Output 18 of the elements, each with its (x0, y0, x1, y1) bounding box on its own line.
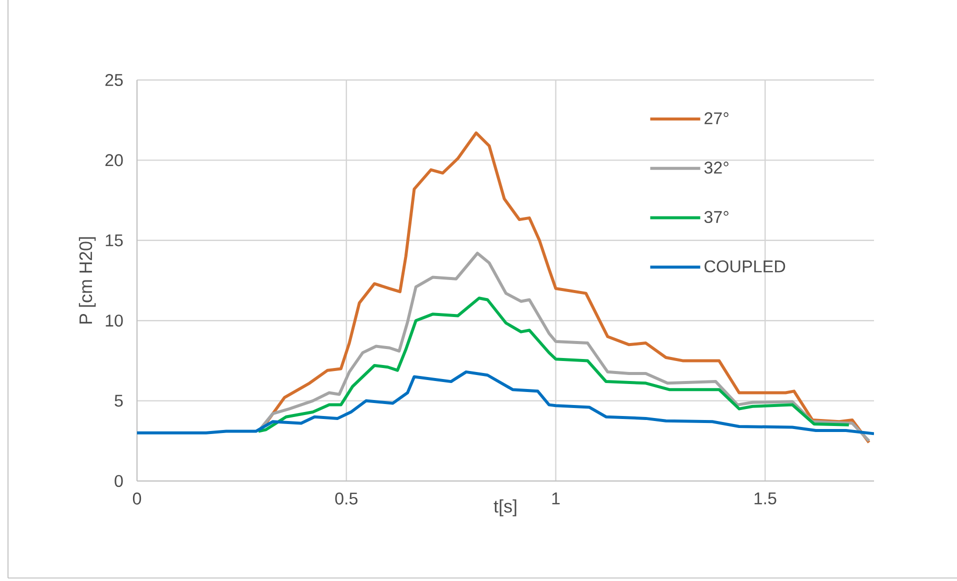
x-tick-label: 1 (552, 492, 560, 504)
y-tick-label: 0 (114, 474, 123, 488)
line-series (256, 296, 850, 433)
legend-label: 27° (704, 112, 728, 124)
y-tick-label: 20 (105, 154, 123, 166)
y-tick-label: 10 (106, 314, 123, 327)
legend-label: 32° (704, 162, 728, 174)
x-axis-title: t[s] (494, 499, 516, 516)
legend-label: 37° (704, 211, 728, 224)
line-series (137, 370, 874, 436)
x-tick-label: 1.5 (754, 492, 776, 504)
x-tick-label: 0 (132, 492, 142, 505)
y-tick-label: 25 (105, 74, 123, 86)
x-tick-label: 0.5 (335, 492, 358, 505)
y-tick-label: 5 (114, 394, 123, 407)
y-tick-label: 15 (106, 234, 123, 246)
y-axis-title: P [cm H20] (78, 237, 96, 324)
legend-label: COUPLED (704, 260, 786, 272)
